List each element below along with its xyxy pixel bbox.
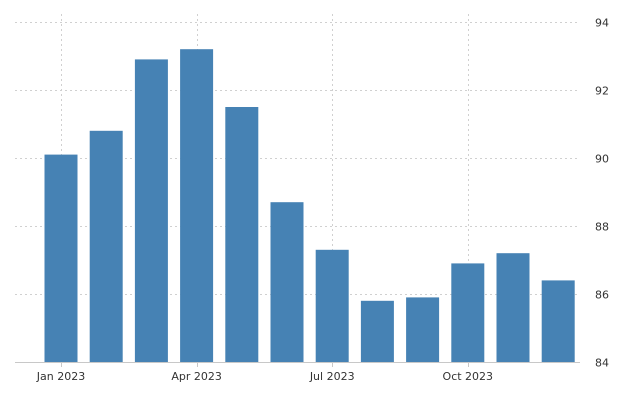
- bar-mar-2023: [134, 59, 168, 363]
- y-tick-label: 90: [595, 153, 609, 166]
- bar-aug-2023: [360, 300, 394, 362]
- y-tick-label: 86: [595, 289, 609, 302]
- bar-nov-2023: [496, 253, 530, 362]
- bar-jul-2023: [315, 249, 349, 362]
- bar-sep-2023: [406, 297, 440, 362]
- bar-jun-2023: [270, 202, 304, 362]
- y-tick-label: 84: [595, 357, 609, 370]
- bar-may-2023: [225, 107, 259, 362]
- bar-dec-2023: [541, 280, 575, 362]
- x-tick-label: Apr 2023: [171, 370, 222, 383]
- y-tick-label: 94: [595, 17, 609, 30]
- y-tick-label: 92: [595, 85, 609, 98]
- axes: 84 86 88 90 92 94 Jan 2023 Apr 2023 Jul 2023 Oct …: [15, 17, 609, 383]
- bars: [44, 49, 575, 363]
- x-tick-label: Oct 2023: [443, 370, 494, 383]
- x-tick-label: Jul 2023: [309, 370, 355, 383]
- bar-oct-2023: [451, 263, 485, 362]
- bar-jan-2023: [44, 154, 78, 362]
- y-tick-label: 88: [595, 221, 609, 234]
- bar-feb-2023: [89, 130, 123, 362]
- x-tick-label: Jan 2023: [36, 370, 85, 383]
- bar-apr-2023: [180, 49, 214, 362]
